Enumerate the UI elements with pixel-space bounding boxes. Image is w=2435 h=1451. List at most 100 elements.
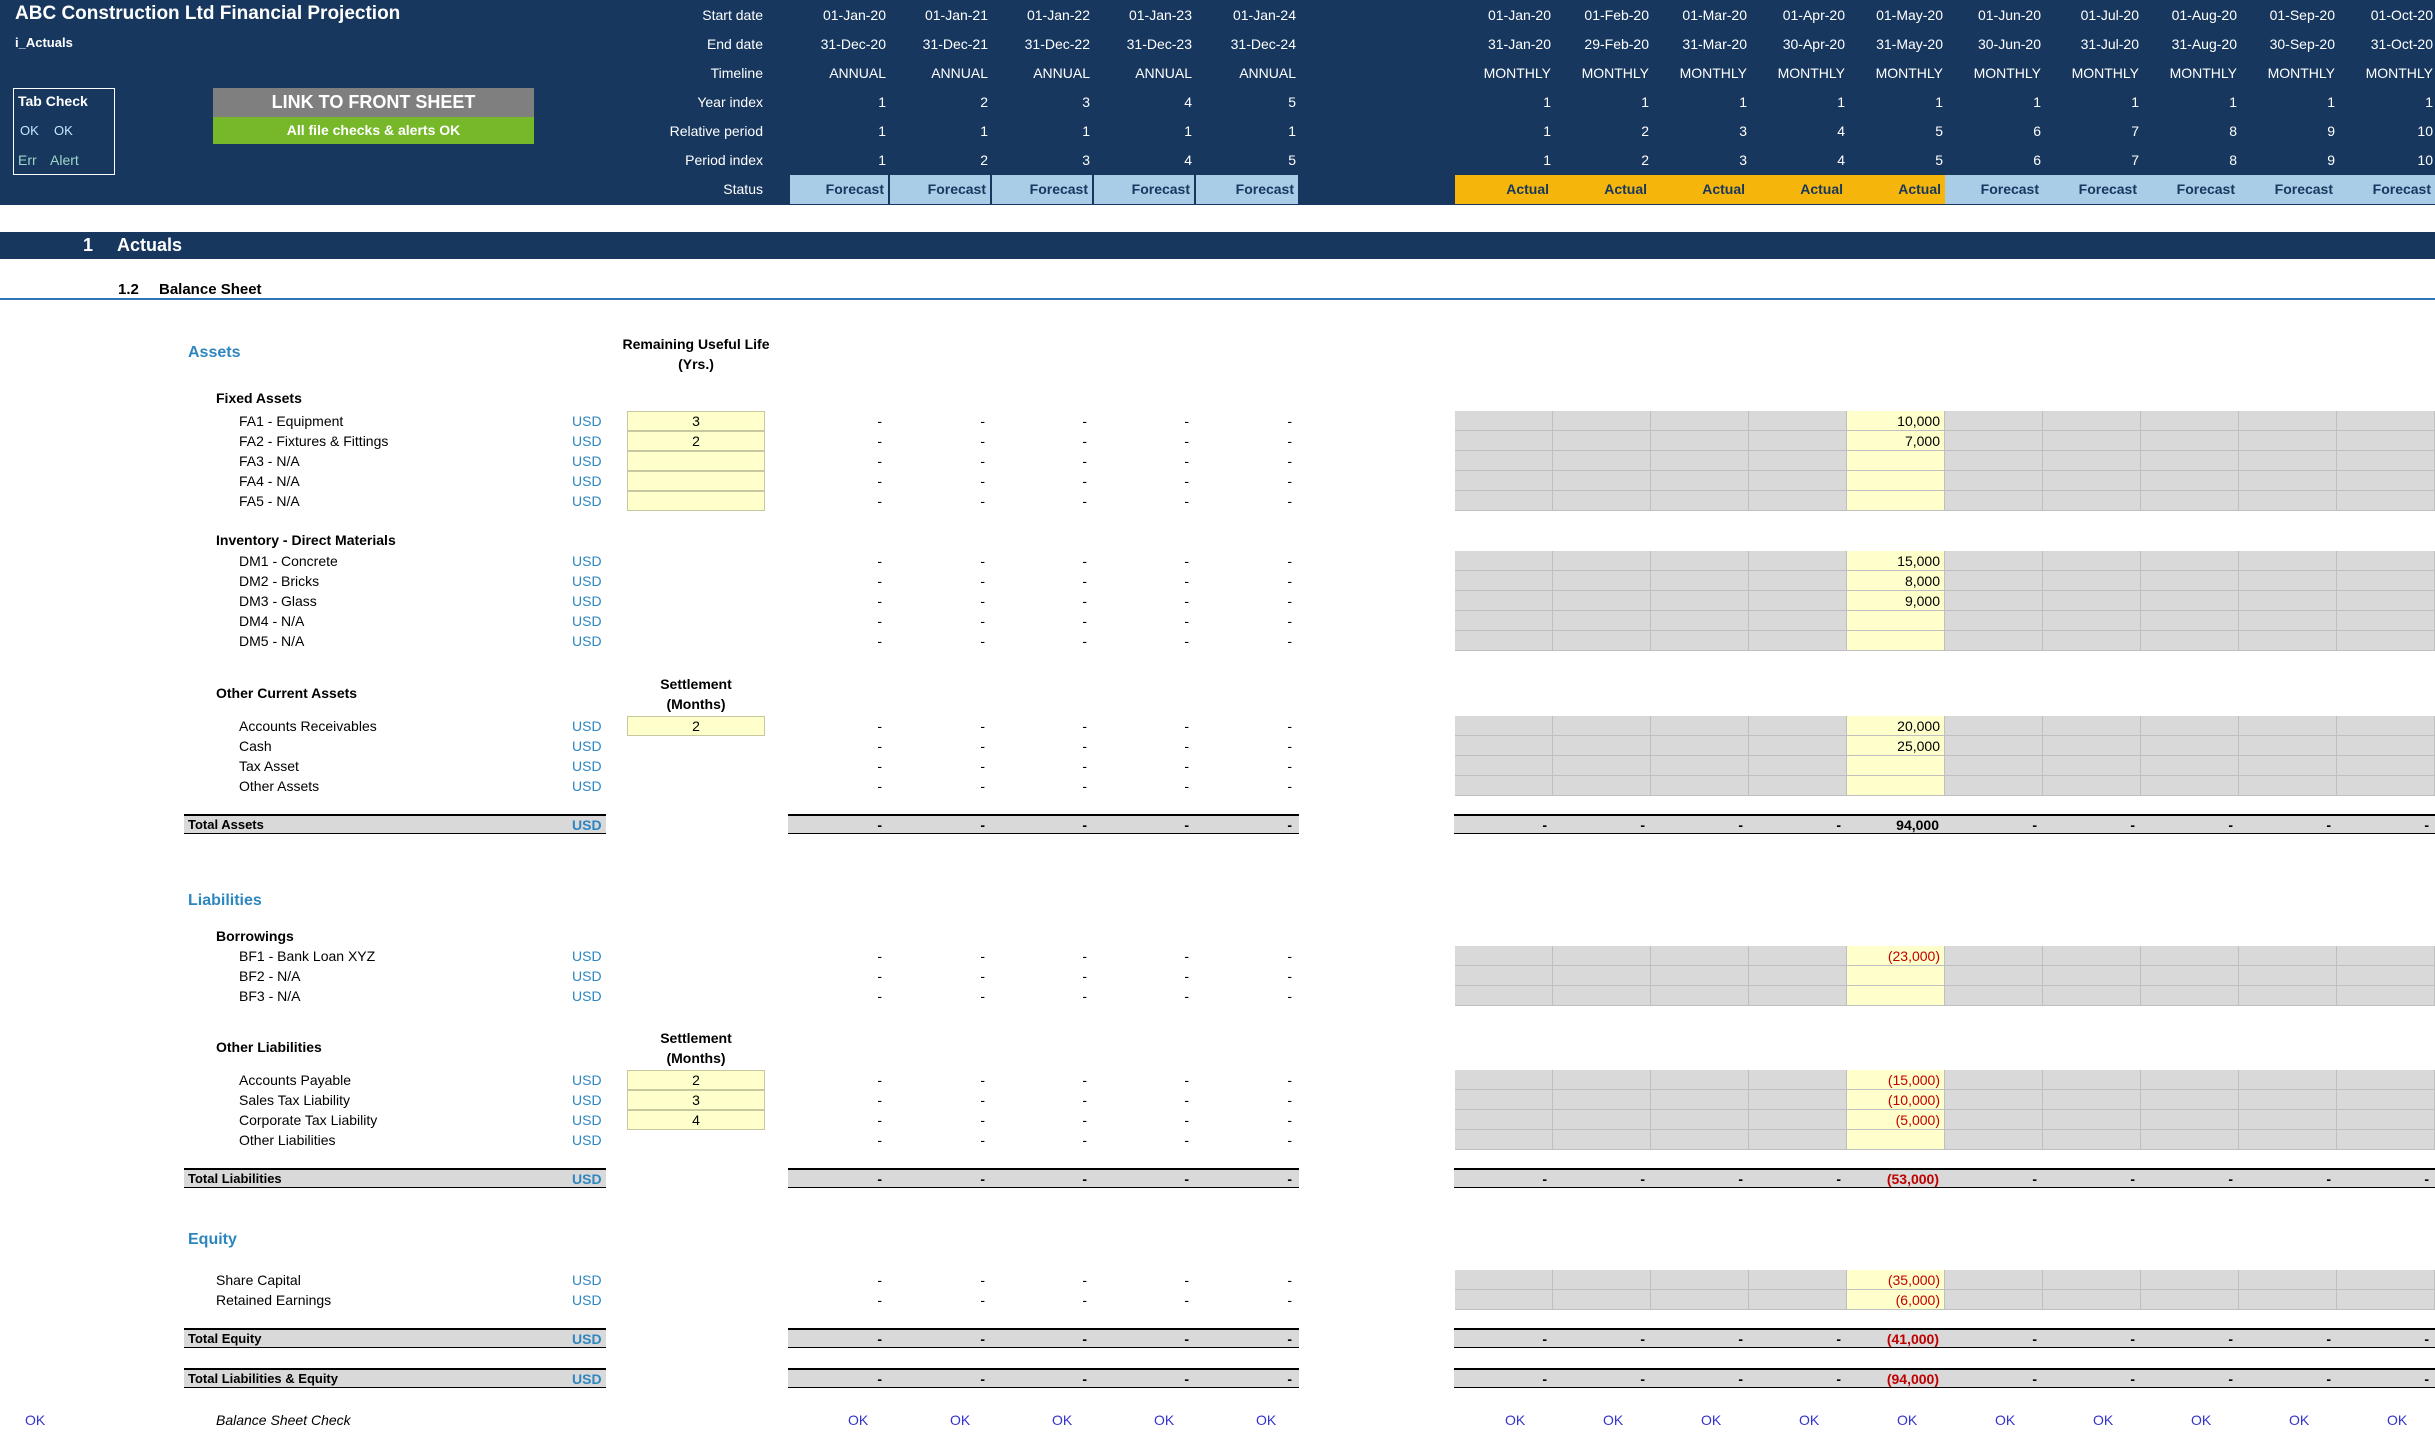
monthly-input-cell (1553, 966, 1651, 986)
timeline-row-label: End date (706, 36, 763, 52)
monthly-start: 01-Mar-20 (1682, 7, 1747, 23)
annual-value: - (1184, 1132, 1189, 1148)
monthly-input-cell[interactable] (1847, 1130, 1945, 1150)
monthly-input-cell[interactable]: (23,000) (1847, 946, 1945, 966)
status-forecast: Forecast (2141, 175, 2239, 204)
monthly-input-cell[interactable] (1847, 776, 1945, 796)
monthly-input-cell[interactable]: 20,000 (1847, 716, 1945, 736)
assumption-input[interactable]: 3 (627, 1090, 765, 1110)
monthly-input-cell[interactable]: 10,000 (1847, 411, 1945, 431)
annual-total: - (1184, 1171, 1189, 1187)
monthly-input-cell (1455, 491, 1553, 511)
monthly-input-cell (2337, 1090, 2435, 1110)
monthly-input-cell[interactable]: (10,000) (1847, 1090, 1945, 1110)
monthly-input-cell[interactable] (1847, 966, 1945, 986)
unit-label: USD (572, 473, 602, 489)
unit-label: USD (572, 1132, 602, 1148)
annual-value: - (980, 633, 985, 649)
monthly-input-cell[interactable]: 8,000 (1847, 571, 1945, 591)
status-actual: Actual (1847, 175, 1945, 204)
monthly-input-cell (1945, 1110, 2043, 1130)
link-to-front-sheet-button[interactable]: LINK TO FRONT SHEET (213, 88, 534, 117)
annual-value: - (1184, 778, 1189, 794)
assumption-input[interactable]: 2 (627, 716, 765, 736)
assumption-input[interactable]: 3 (627, 411, 765, 431)
assumption-input[interactable]: 2 (627, 1070, 765, 1090)
monthly-input-cell (1651, 631, 1749, 651)
assumption-input[interactable] (627, 451, 765, 471)
monthly-total: - (2130, 1371, 2135, 1387)
monthly-period-index: 7 (2131, 152, 2139, 168)
monthly-input-cell (2043, 1270, 2141, 1290)
monthly-input-cell (2337, 451, 2435, 471)
monthly-timeline: MONTHLY (1875, 65, 1943, 81)
annual-value: - (1082, 988, 1087, 1004)
monthly-year-index: 1 (2327, 94, 2335, 110)
monthly-input-cell (1553, 1290, 1651, 1310)
annual-value: - (877, 718, 882, 734)
unit-label: USD (572, 778, 602, 794)
status-forecast: Forecast (890, 175, 990, 204)
check-status: OK (950, 1412, 971, 1428)
monthly-input-cell[interactable]: (5,000) (1847, 1110, 1945, 1130)
assumption-input[interactable] (627, 491, 765, 511)
monthly-input-cell[interactable] (1847, 451, 1945, 471)
monthly-input-cell (2239, 966, 2337, 986)
monthly-input-cell[interactable]: 9,000 (1847, 591, 1945, 611)
annual-value: - (1287, 1072, 1292, 1088)
monthly-input-cell (1651, 571, 1749, 591)
line-item-label: FA2 - Fixtures & Fittings (239, 433, 389, 449)
monthly-input-cell[interactable] (1847, 986, 1945, 1006)
annual-start: 01-Jan-23 (1128, 7, 1192, 23)
annual-relative: 1 (1184, 123, 1192, 139)
monthly-input-cell[interactable] (1847, 491, 1945, 511)
monthly-total: - (2424, 1331, 2429, 1347)
monthly-input-cell[interactable]: 25,000 (1847, 736, 1945, 756)
annual-value: - (1287, 1292, 1292, 1308)
monthly-timeline: MONTHLY (2071, 65, 2139, 81)
monthly-input-cell (2239, 946, 2337, 966)
status-forecast: Forecast (790, 175, 888, 204)
annual-value: - (1184, 1272, 1189, 1288)
subsection-number: 1.2 (118, 281, 139, 298)
annual-end: 31-Dec-21 (922, 36, 988, 52)
monthly-timeline: MONTHLY (1581, 65, 1649, 81)
annual-value: - (877, 948, 882, 964)
monthly-input-cell[interactable]: (15,000) (1847, 1070, 1945, 1090)
monthly-input-cell[interactable]: (35,000) (1847, 1270, 1945, 1290)
unit-label: USD (572, 633, 602, 649)
monthly-input-cell (2141, 1270, 2239, 1290)
line-item-label: DM3 - Glass (239, 593, 317, 609)
annual-total: - (980, 1171, 985, 1187)
annual-value: - (1082, 573, 1087, 589)
tab-check-err: Err (18, 152, 37, 168)
monthly-input-cell[interactable] (1847, 611, 1945, 631)
monthly-input-cell (1553, 1270, 1651, 1290)
monthly-input-cell (2141, 756, 2239, 776)
section-bar: 1 Actuals (0, 232, 2435, 259)
monthly-input-cell (1651, 986, 1749, 1006)
monthly-input-cell[interactable] (1847, 471, 1945, 491)
monthly-input-cell[interactable]: 7,000 (1847, 431, 1945, 451)
monthly-input-cell[interactable] (1847, 756, 1945, 776)
monthly-input-cell (1553, 986, 1651, 1006)
annual-total: - (877, 817, 882, 833)
monthly-input-cell[interactable]: 15,000 (1847, 551, 1945, 571)
check-status: OK (1701, 1412, 1722, 1428)
check-status: OK (1799, 1412, 1820, 1428)
monthly-input-cell[interactable] (1847, 631, 1945, 651)
assumption-input[interactable] (627, 471, 765, 491)
monthly-total: - (1542, 1171, 1547, 1187)
subsection-underline (0, 298, 2435, 300)
annual-year-index: 1 (878, 94, 886, 110)
annual-value: - (1287, 633, 1292, 649)
assumption-input[interactable]: 2 (627, 431, 765, 451)
monthly-input-cell (1749, 1110, 1847, 1130)
monthly-input-cell[interactable]: (6,000) (1847, 1290, 1945, 1310)
monthly-input-cell (1553, 491, 1651, 511)
unit-label: USD (572, 817, 602, 833)
monthly-input-cell (2043, 1070, 2141, 1090)
annual-value: - (1184, 453, 1189, 469)
assumption-input[interactable]: 4 (627, 1110, 765, 1130)
monthly-input-cell (1455, 716, 1553, 736)
